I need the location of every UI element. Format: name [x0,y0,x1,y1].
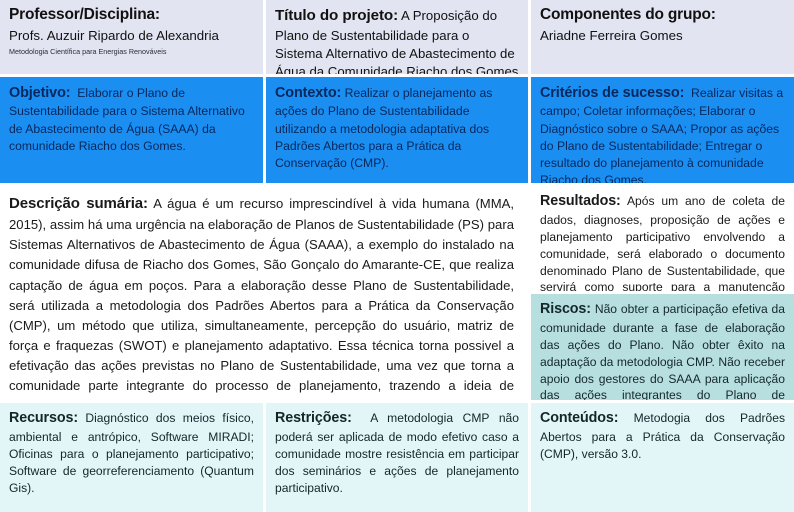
conteudos-label: Conteúdos: [540,410,619,426]
conteudos-paragraph: Conteúdos: Metodogia dos Padrões Abertos… [540,409,785,463]
bottom-cell-conteudos: Conteúdos: Metodogia dos Padrões Abertos… [531,403,794,512]
header-cell-group: Componentes do grupo: Ariadne Ferreira G… [531,0,794,74]
contexto-text: Realizar o planejamento as ações do Plan… [275,86,493,170]
recursos-text: Diagnóstico dos meios físico, ambiental … [9,411,254,495]
highlight-cell-objetivo: Objetivo: Elaborar o Plano de Sustentabi… [0,77,263,183]
project-text: A Proposição do Plano de Sustentabilidad… [275,8,519,74]
bottom-cell-recursos: Recursos: Diagnóstico dos meios físico, … [0,403,263,512]
objetivo-paragraph: Objetivo: Elaborar o Plano de Sustentabi… [9,83,254,155]
middle-cell-riscos: Riscos: Não obter a participação efetiva… [531,294,794,400]
restricoes-text: A metodologia CMP não poderá ser aplicad… [275,411,519,495]
conteudos-text: Metodogia dos Padrões Abertos para a Prá… [540,411,785,461]
descricao-paragraph: Descrição sumária: A água é um recurso i… [9,192,514,400]
contexto-label: Contexto: [275,85,342,101]
criterios-paragraph: Critérios de sucesso: Realizar visitas a… [540,83,785,183]
riscos-paragraph: Riscos: Não obter a participação efetiva… [540,300,785,400]
professor-label: Professor/Disciplina: [9,6,160,23]
professor-name: Profs. Auzuir Ripardo de Alexandria [9,28,219,43]
recursos-paragraph: Recursos: Diagnóstico dos meios físico, … [9,409,254,496]
middle-cell-descricao: Descrição sumária: A água é um recurso i… [0,186,528,400]
objetivo-label: Objetivo: [9,85,71,101]
header-cell-project: Título do projeto: A Proposição do Plano… [266,0,528,74]
highlight-cell-criterios: Critérios de sucesso: Realizar visitas a… [531,77,794,183]
criterios-label: Critérios de sucesso: [540,85,685,101]
criterios-text: Realizar visitas a campo; Coletar inform… [540,86,784,183]
group-label: Componentes do grupo: [540,6,716,23]
riscos-text: Não obter a participação efetiva da comu… [540,302,785,400]
project-label: Título do projeto: [275,7,399,24]
resultados-label: Resultados: [540,193,621,209]
recursos-label: Recursos: [9,410,79,426]
objetivo-text: Elaborar o Plano de Sustentabilidade par… [9,86,245,153]
header-cell-professor: Professor/Disciplina: Profs. Auzuir Ripa… [0,0,263,74]
contexto-paragraph: Contexto: Realizar o planejamento as açõ… [275,83,519,172]
riscos-label: Riscos: [540,301,591,317]
restricoes-paragraph: Restrições: A metodologia CMP não poderá… [275,409,519,496]
highlight-cell-contexto: Contexto: Realizar o planejamento as açõ… [266,77,528,183]
restricoes-label: Restrições: [275,410,352,426]
project-title-paragraph: Título do projeto: A Proposição do Plano… [275,6,519,74]
resultados-paragraph: Resultados: Após um ano de coleta de dad… [540,192,785,291]
bottom-cell-restricoes: Restrições: A metodologia CMP não poderá… [266,403,528,512]
group-members: Ariadne Ferreira Gomes [540,28,683,43]
professor-discipline: Metodologia Científica para Energias Ren… [9,47,167,57]
descricao-label: Descrição sumária: [9,195,148,212]
resultados-text: Após um ano de coleta de dados, diagnose… [540,194,785,291]
descricao-text: A água é um recurso imprescindível à vid… [9,196,514,400]
middle-cell-resultados: Resultados: Após um ano de coleta de dad… [531,186,794,291]
